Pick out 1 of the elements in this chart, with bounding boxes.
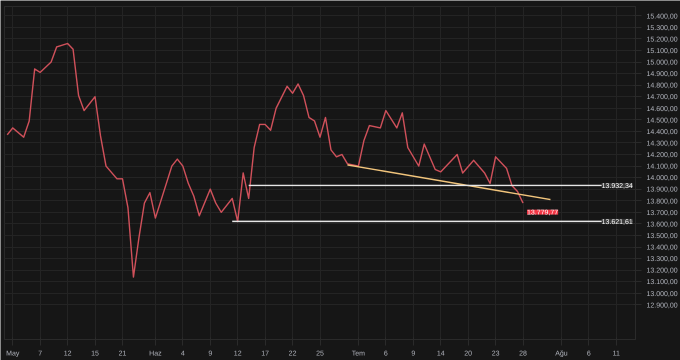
line-series [6, 42, 524, 278]
